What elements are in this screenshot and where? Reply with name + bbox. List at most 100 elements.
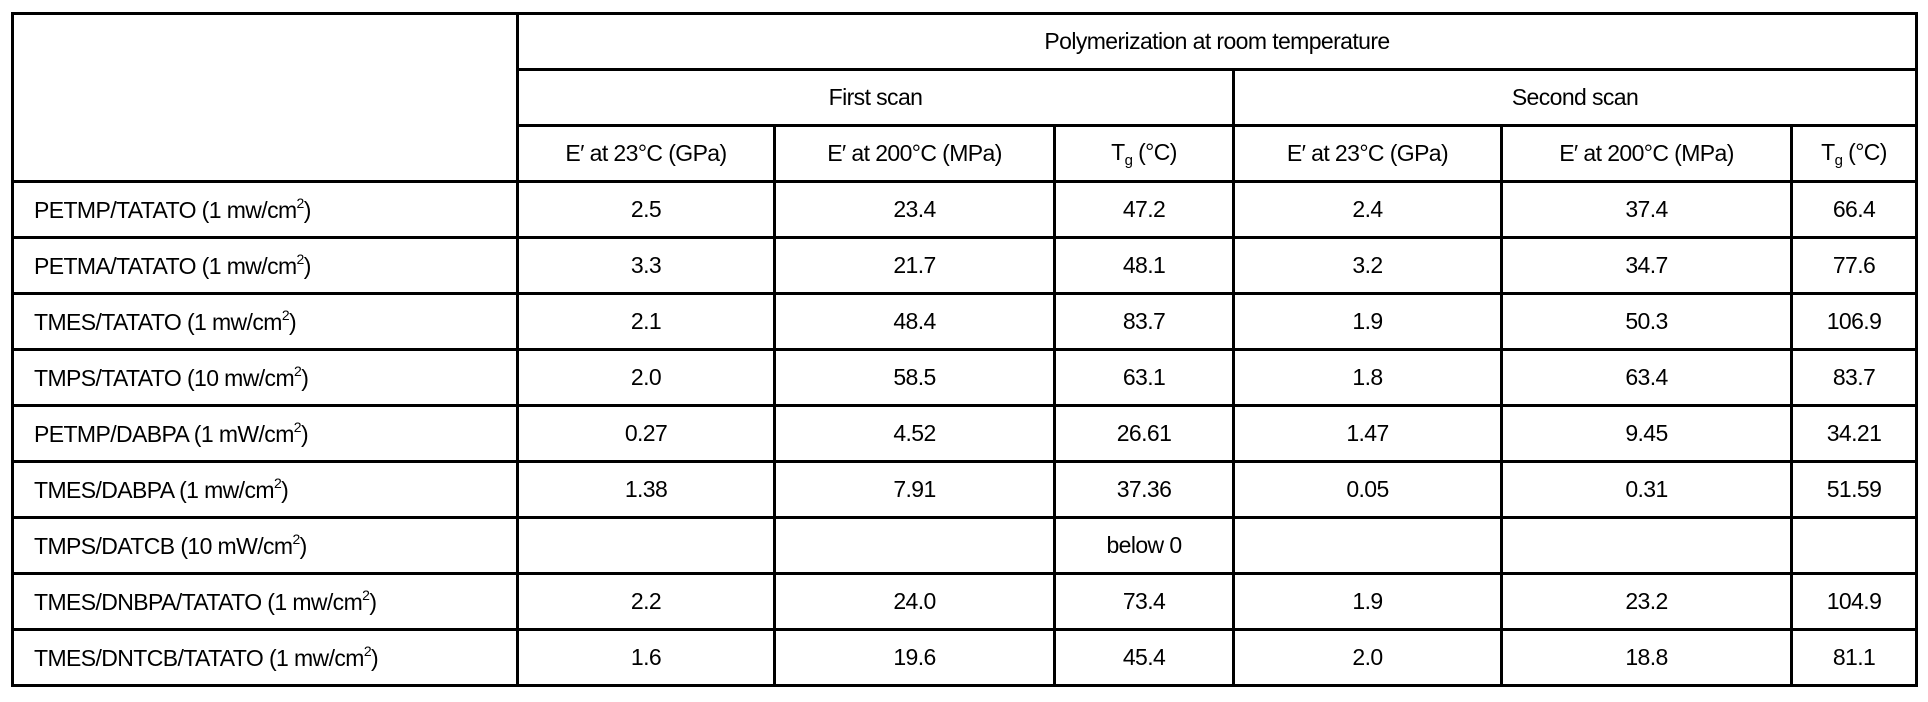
value-cell-second-e-200: 63.4 xyxy=(1502,350,1792,406)
second-scan-header: Second scan xyxy=(1234,70,1917,126)
row-label-close: ) xyxy=(304,253,311,279)
column-header-text: E′ at 200°C (MPa) xyxy=(827,140,1002,166)
row-label-text: TMES/DABPA (1 mw/cm xyxy=(34,477,274,503)
value-cell-first-e-200: 23.4 xyxy=(775,182,1055,238)
corner-cell xyxy=(13,14,518,182)
value-cell-second-e-23: 1.9 xyxy=(1234,294,1502,350)
value-cell-first-e-200: 24.0 xyxy=(775,574,1055,630)
row-label-text: PETMA/TATATO (1 mw/cm xyxy=(34,253,297,279)
row-label-close: ) xyxy=(369,589,376,615)
value-cell-first-e-23: 3.3 xyxy=(518,238,775,294)
table-body: PETMP/TATATO (1 mw/cm2)2.523.447.22.437.… xyxy=(13,182,1917,686)
row-label: PETMP/DABPA (1 mW/cm2) xyxy=(13,406,518,462)
value-cell-second-tg: 66.4 xyxy=(1792,182,1917,238)
value-cell-first-e-200: 7.91 xyxy=(775,462,1055,518)
column-header-text: T xyxy=(1111,139,1124,165)
row-label: PETMA/TATATO (1 mw/cm2) xyxy=(13,238,518,294)
column-header-text: E′ at 23°C (GPa) xyxy=(1287,140,1448,166)
value-cell-second-e-23: 2.4 xyxy=(1234,182,1502,238)
value-cell-first-tg: 26.61 xyxy=(1055,406,1234,462)
row-label-close: ) xyxy=(304,197,311,223)
row-label-superscript: 2 xyxy=(294,419,301,435)
row-label-close: ) xyxy=(371,645,378,671)
column-header-unit: (°C) xyxy=(1132,139,1177,165)
row-label: TMES/DNBPA/TATATO (1 mw/cm2) xyxy=(13,574,518,630)
row-label-close: ) xyxy=(301,365,308,391)
first-e-200-header: E′ at 200°C (MPa) xyxy=(775,126,1055,182)
row-label-text: TMES/DNBPA/TATATO (1 mw/cm xyxy=(34,589,362,615)
value-cell-second-e-23: 2.0 xyxy=(1234,630,1502,686)
row-label: TMES/DABPA (1 mw/cm2) xyxy=(13,462,518,518)
row-label-text: PETMP/DABPA (1 mW/cm xyxy=(34,421,294,447)
value-cell-first-tg: 73.4 xyxy=(1055,574,1234,630)
table-row: PETMP/TATATO (1 mw/cm2)2.523.447.22.437.… xyxy=(13,182,1917,238)
value-cell-first-tg: below 0 xyxy=(1055,518,1234,574)
table-row: TMES/DNBPA/TATATO (1 mw/cm2)2.224.073.41… xyxy=(13,574,1917,630)
value-cell-first-tg: 47.2 xyxy=(1055,182,1234,238)
row-label: PETMP/TATATO (1 mw/cm2) xyxy=(13,182,518,238)
table-row: PETMP/DABPA (1 mW/cm2)0.274.5226.611.479… xyxy=(13,406,1917,462)
value-cell-second-e-200: 34.7 xyxy=(1502,238,1792,294)
second-e-23-header: E′ at 23°C (GPa) xyxy=(1234,126,1502,182)
group-header: Polymerization at room temperature xyxy=(518,14,1917,70)
row-label-superscript: 2 xyxy=(292,531,299,547)
table-row: TMPS/DATCB (10 mW/cm2) below 0 xyxy=(13,518,1917,574)
value-cell-second-e-23 xyxy=(1234,518,1502,574)
value-cell-second-tg: 34.21 xyxy=(1792,406,1917,462)
value-cell-second-e-23: 1.8 xyxy=(1234,350,1502,406)
row-label-text: TMPS/DATCB (10 mW/cm xyxy=(34,533,292,559)
value-cell-second-tg: 83.7 xyxy=(1792,350,1917,406)
row-label-superscript: 2 xyxy=(282,307,289,323)
table-row: PETMA/TATATO (1 mw/cm2)3.321.748.13.234.… xyxy=(13,238,1917,294)
row-label-close: ) xyxy=(289,309,296,335)
value-cell-second-e-23: 1.47 xyxy=(1234,406,1502,462)
value-cell-first-tg: 45.4 xyxy=(1055,630,1234,686)
first-tg-header: Tg (°C) xyxy=(1055,126,1234,182)
column-header-text: T xyxy=(1821,139,1834,165)
value-cell-second-e-200: 50.3 xyxy=(1502,294,1792,350)
value-cell-first-e-23: 2.2 xyxy=(518,574,775,630)
value-cell-first-e-23: 2.5 xyxy=(518,182,775,238)
column-header-text: E′ at 23°C (GPa) xyxy=(565,140,726,166)
row-label-close: ) xyxy=(281,477,288,503)
value-cell-second-e-23: 0.05 xyxy=(1234,462,1502,518)
value-cell-second-e-200: 18.8 xyxy=(1502,630,1792,686)
row-label-superscript: 2 xyxy=(297,195,304,211)
value-cell-first-e-200: 48.4 xyxy=(775,294,1055,350)
value-cell-first-e-200: 58.5 xyxy=(775,350,1055,406)
row-label-text: TMES/TATATO (1 mw/cm xyxy=(34,309,282,335)
row-label-text: TMES/DNTCB/TATATO (1 mw/cm xyxy=(34,645,364,671)
value-cell-first-e-200: 4.52 xyxy=(775,406,1055,462)
value-cell-second-tg: 81.1 xyxy=(1792,630,1917,686)
dma-results-table: Polymerization at room temperature First… xyxy=(11,12,1918,687)
value-cell-first-e-23: 2.0 xyxy=(518,350,775,406)
row-label-superscript: 2 xyxy=(364,643,371,659)
value-cell-second-tg: 51.59 xyxy=(1792,462,1917,518)
value-cell-first-tg: 63.1 xyxy=(1055,350,1234,406)
value-cell-first-e-23: 2.1 xyxy=(518,294,775,350)
value-cell-first-e-200 xyxy=(775,518,1055,574)
value-cell-second-e-200: 23.2 xyxy=(1502,574,1792,630)
table-row: TMES/TATATO (1 mw/cm2)2.148.483.71.950.3… xyxy=(13,294,1917,350)
row-label: TMPS/TATATO (10 mw/cm2) xyxy=(13,350,518,406)
value-cell-second-e-23: 1.9 xyxy=(1234,574,1502,630)
row-label-text: PETMP/TATATO (1 mw/cm xyxy=(34,197,297,223)
second-tg-header: Tg (°C) xyxy=(1792,126,1917,182)
row-label-superscript: 2 xyxy=(297,251,304,267)
second-e-200-header: E′ at 200°C (MPa) xyxy=(1502,126,1792,182)
column-header-unit: (°C) xyxy=(1842,139,1887,165)
value-cell-second-e-200: 0.31 xyxy=(1502,462,1792,518)
value-cell-second-tg xyxy=(1792,518,1917,574)
value-cell-first-e-200: 19.6 xyxy=(775,630,1055,686)
column-header-text: E′ at 200°C (MPa) xyxy=(1559,140,1734,166)
row-label-close: ) xyxy=(300,533,307,559)
value-cell-second-e-200: 9.45 xyxy=(1502,406,1792,462)
value-cell-first-tg: 48.1 xyxy=(1055,238,1234,294)
value-cell-second-tg: 77.6 xyxy=(1792,238,1917,294)
table-row: TMES/DABPA (1 mw/cm2)1.387.9137.360.050.… xyxy=(13,462,1917,518)
value-cell-second-e-200 xyxy=(1502,518,1792,574)
first-e-23-header: E′ at 23°C (GPa) xyxy=(518,126,775,182)
value-cell-second-tg: 106.9 xyxy=(1792,294,1917,350)
value-cell-first-e-200: 21.7 xyxy=(775,238,1055,294)
value-cell-first-e-23: 1.6 xyxy=(518,630,775,686)
